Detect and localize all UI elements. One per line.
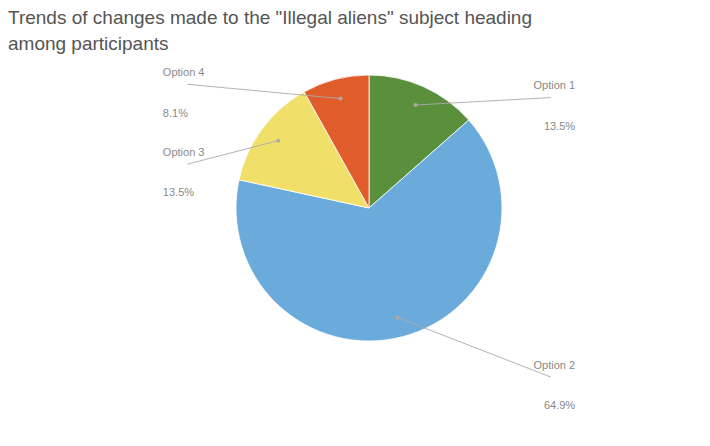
leader-line: [416, 98, 551, 105]
slice-label: Option 2: [534, 359, 576, 371]
title-line: Trends of changes made to the "Illegal a…: [8, 7, 532, 28]
data-label: 13.5%: [544, 120, 575, 132]
background: [0, 0, 710, 446]
leader-dot: [339, 97, 343, 101]
slice-label: Option 3: [163, 146, 205, 158]
slice-label: Option 4: [163, 66, 205, 78]
chart: Trends of changes made to the "Illegal a…: [0, 0, 710, 446]
title-line: among participants: [8, 33, 169, 54]
leader-line: [188, 84, 341, 98]
leader-dot: [276, 139, 280, 143]
pie-slice: [304, 75, 369, 208]
slices: [236, 75, 502, 341]
labels: Option 1 13.5% Option 2 64.9% Option 3 13.5% O…: [163, 66, 576, 411]
leader-dot: [395, 315, 399, 319]
slice-label: Option 1: [534, 79, 576, 91]
data-label: 64.9%: [544, 399, 575, 411]
title: Trends of changes made to the "Illegal a…: [8, 7, 532, 54]
leader-dot: [414, 103, 418, 107]
chart-container: Trends of changes made to the "Illegal a…: [0, 0, 710, 446]
leader-line: [397, 317, 550, 377]
data-label: 8.1%: [163, 107, 188, 119]
data-label: 13.5%: [163, 186, 194, 198]
